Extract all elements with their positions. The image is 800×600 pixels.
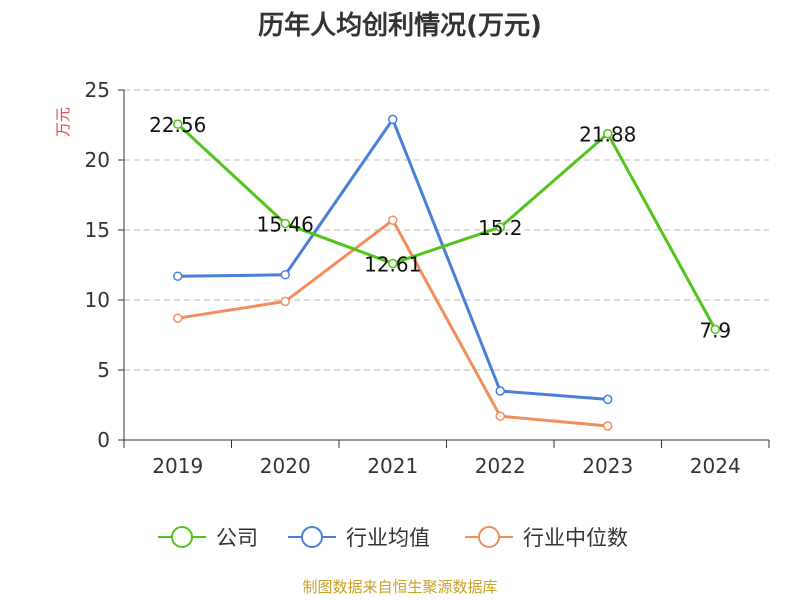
legend-marker	[478, 526, 500, 548]
x-tick-label: 2019	[152, 454, 203, 478]
legend-marker	[301, 526, 323, 548]
y-tick-label: 0	[97, 428, 110, 452]
data-point[interactable]	[173, 271, 183, 281]
legend-label: 行业中位数	[523, 526, 628, 550]
y-tick-label: 20	[85, 148, 110, 172]
source-note: 制图数据来自恒生聚源数据库	[302, 578, 497, 596]
axes: 0 5 10 15 20 25 2019 2020 2021 2022 2023 2024	[85, 78, 770, 478]
y-tick-label: 5	[97, 358, 110, 382]
legend-label: 公司	[216, 526, 258, 550]
data-point[interactable]	[280, 270, 290, 280]
y-tick-label: 25	[85, 78, 110, 102]
x-tick-label: 2023	[582, 454, 633, 478]
x-tick-label: 2022	[475, 454, 526, 478]
chart-title: 历年人均创利情况(万元)	[258, 10, 542, 41]
data-label: 15.46	[257, 213, 314, 237]
data-label: 21.88	[579, 123, 636, 147]
data-point[interactable]	[388, 114, 398, 125]
legend-item[interactable]: 行业中位数	[465, 526, 628, 550]
data-point[interactable]	[388, 258, 398, 269]
data-point[interactable]	[603, 128, 613, 139]
data-point[interactable]	[495, 222, 505, 232]
data-point[interactable]	[280, 218, 290, 229]
legend-item[interactable]: 公司	[158, 526, 258, 550]
data-point[interactable]	[495, 386, 505, 396]
x-tick-label: 2020	[260, 454, 311, 478]
data-label: 15.2	[478, 216, 523, 240]
data-point[interactable]	[280, 296, 290, 307]
x-tick-label: 2024	[690, 454, 741, 478]
y-tick-label: 15	[85, 218, 110, 242]
legend-label: 行业均值	[346, 526, 430, 550]
data-point[interactable]	[495, 411, 505, 421]
legend-item[interactable]: 行业均值	[288, 526, 430, 550]
legend-marker	[171, 526, 193, 548]
data-label: 12.61	[364, 252, 421, 276]
y-axis-label: 万元	[54, 107, 72, 137]
data-labels: 22.56 15.46 12.61 15.2 21.88 7.9	[149, 113, 731, 342]
x-tick-label: 2021	[367, 454, 418, 478]
data-label: 22.56	[149, 113, 206, 137]
data-point[interactable]	[710, 324, 720, 335]
legend[interactable]: 公司 行业均值 行业中位数	[158, 526, 628, 550]
series-layer	[173, 114, 720, 431]
data-point[interactable]	[388, 215, 398, 225]
y-tick-label: 10	[85, 288, 110, 312]
grid-lines	[124, 89, 769, 371]
data-point[interactable]	[173, 119, 183, 129]
data-point[interactable]	[603, 394, 613, 405]
series-line-1	[176, 123, 717, 331]
data-label: 7.9	[699, 318, 731, 342]
data-point[interactable]	[173, 313, 183, 323]
data-point[interactable]	[603, 421, 613, 431]
